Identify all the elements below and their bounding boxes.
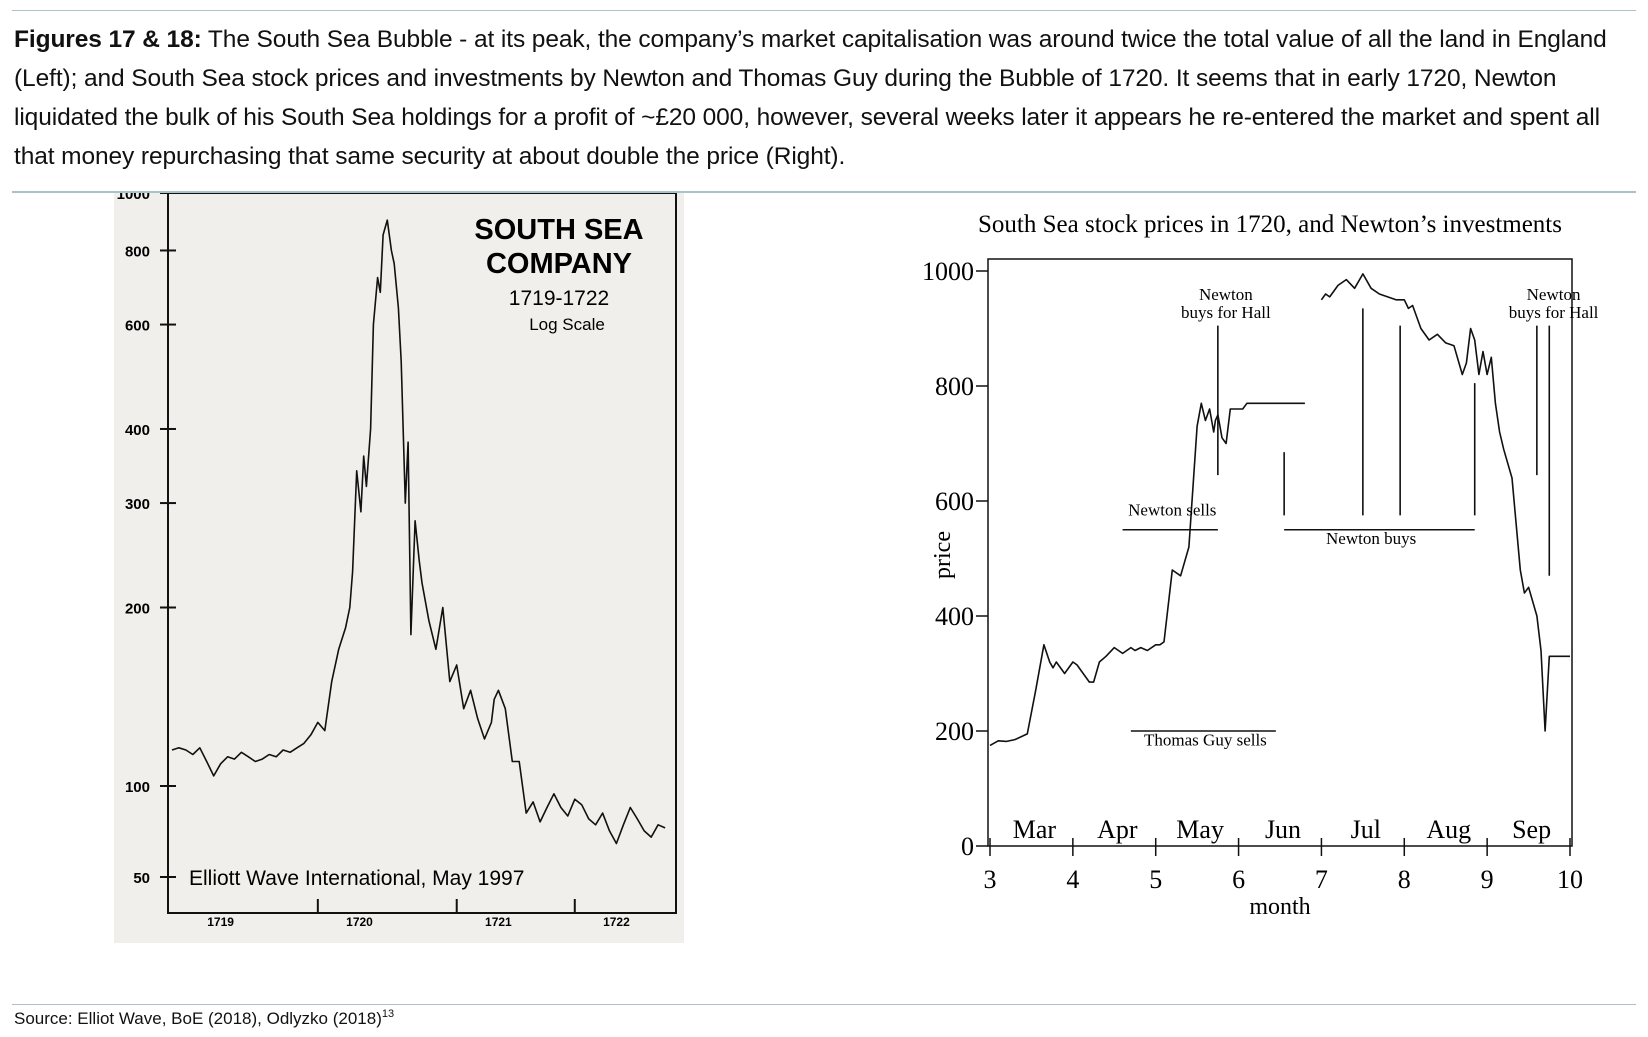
x-tick-label: 1721 bbox=[485, 915, 512, 929]
top-rule bbox=[12, 10, 1636, 11]
y-axis-ticks: 0 200 400 600 800 1000 bbox=[922, 257, 988, 861]
plot-frame bbox=[167, 193, 677, 914]
annotation-label: Thomas Guy sells bbox=[1144, 730, 1267, 749]
y-tick-label: 200 bbox=[125, 600, 150, 617]
source-text: Source: Elliot Wave, BoE (2018), Odlyzko… bbox=[14, 1009, 382, 1028]
month-label: May bbox=[1176, 815, 1224, 844]
month-label: Aug bbox=[1426, 815, 1471, 844]
price-series-line bbox=[989, 402, 1305, 747]
y-tick-label: 800 bbox=[125, 243, 150, 260]
y-tick-label: 800 bbox=[935, 372, 974, 401]
event-lines bbox=[1217, 308, 1551, 576]
newton-investments-chart: South Sea stock prices in 1720, and Newt… bbox=[922, 211, 1599, 920]
annotation-label: Newton buys bbox=[1326, 529, 1416, 548]
annotation-label: buys for Hall bbox=[1181, 303, 1271, 322]
y-tick-label: 1000 bbox=[922, 257, 974, 286]
figure-caption: Figures 17 & 18: The South Sea Bubble - … bbox=[14, 20, 1629, 176]
y-axis-ticks: 1000 800 600 400 300 200 100 50 bbox=[117, 193, 176, 887]
month-label: Jul bbox=[1351, 815, 1381, 844]
x-tick-label: 1720 bbox=[346, 915, 373, 929]
chart-title: South Sea stock prices in 1720, and Newt… bbox=[978, 211, 1562, 238]
x-tick-label: 5 bbox=[1149, 865, 1162, 894]
y-tick-label: 200 bbox=[935, 717, 974, 746]
source-rule bbox=[12, 1004, 1636, 1005]
x-tick-label: 7 bbox=[1315, 865, 1328, 894]
x-tick-label: 1719 bbox=[207, 915, 234, 929]
y-tick-label: 600 bbox=[125, 318, 150, 335]
x-tick-label: 10 bbox=[1557, 865, 1583, 894]
chart-subtitle: 1719-1722 bbox=[509, 287, 609, 310]
month-label: Mar bbox=[1013, 815, 1057, 844]
x-tick-label: 8 bbox=[1398, 865, 1411, 894]
scale-note: Log Scale bbox=[529, 315, 605, 334]
chart-title-line1: SOUTH SEA bbox=[474, 214, 643, 246]
y-tick-label: 50 bbox=[133, 870, 150, 887]
x-tick-label: 1722 bbox=[603, 915, 630, 929]
month-label: Apr bbox=[1097, 815, 1138, 844]
y-tick-label: 400 bbox=[125, 422, 150, 439]
price-line bbox=[171, 219, 666, 845]
y-axis-label: price bbox=[930, 531, 956, 579]
y-tick-label: 0 bbox=[961, 832, 974, 861]
month-label: Sep bbox=[1512, 815, 1551, 844]
y-tick-label: 100 bbox=[125, 779, 150, 796]
x-axis-ticks: 3 4 5 6 7 8 9 10 bbox=[984, 838, 1583, 894]
chart-credit: Elliott Wave International, May 1997 bbox=[189, 867, 524, 890]
x-tick-label: 6 bbox=[1232, 865, 1245, 894]
caption-label: Figures 17 & 18: bbox=[14, 26, 202, 53]
south-sea-company-chart: 1000 800 600 400 300 200 100 50 1719 1720 1721 172… bbox=[114, 193, 684, 943]
source-note: Source: Elliot Wave, BoE (2018), Odlyzko… bbox=[14, 1008, 394, 1029]
price-series-line bbox=[1320, 273, 1570, 732]
y-tick-label: 600 bbox=[935, 487, 974, 516]
annotation-label: Newton bbox=[1527, 285, 1581, 304]
x-tick-label: 4 bbox=[1066, 865, 1079, 894]
caption-rule bbox=[12, 191, 1636, 193]
y-tick-label: 300 bbox=[125, 496, 150, 513]
caption-text: The South Sea Bubble - at its peak, the … bbox=[14, 26, 1607, 170]
annotation-label: Newton sells bbox=[1128, 500, 1216, 519]
annotation-label: Newton bbox=[1199, 285, 1253, 304]
plot-frame bbox=[987, 258, 1573, 847]
price-lines bbox=[989, 273, 1570, 747]
source-footnote: 13 bbox=[381, 1008, 395, 1020]
y-tick-label: 1000 bbox=[117, 193, 150, 203]
x-axis-label: month bbox=[1249, 894, 1310, 920]
x-axis-ticks: 1719 1720 1721 1722 bbox=[207, 899, 630, 929]
chart-title-line2: COMPANY bbox=[486, 248, 632, 280]
month-labels: Mar Apr May Jun Jul Aug Sep bbox=[1013, 815, 1551, 844]
range-bars bbox=[1122, 528, 1475, 732]
annotation-label: buys for Hall bbox=[1509, 303, 1599, 322]
x-tick-label: 9 bbox=[1481, 865, 1494, 894]
y-tick-label: 400 bbox=[935, 602, 974, 631]
month-label: Jun bbox=[1265, 815, 1301, 844]
x-tick-label: 3 bbox=[984, 865, 997, 894]
